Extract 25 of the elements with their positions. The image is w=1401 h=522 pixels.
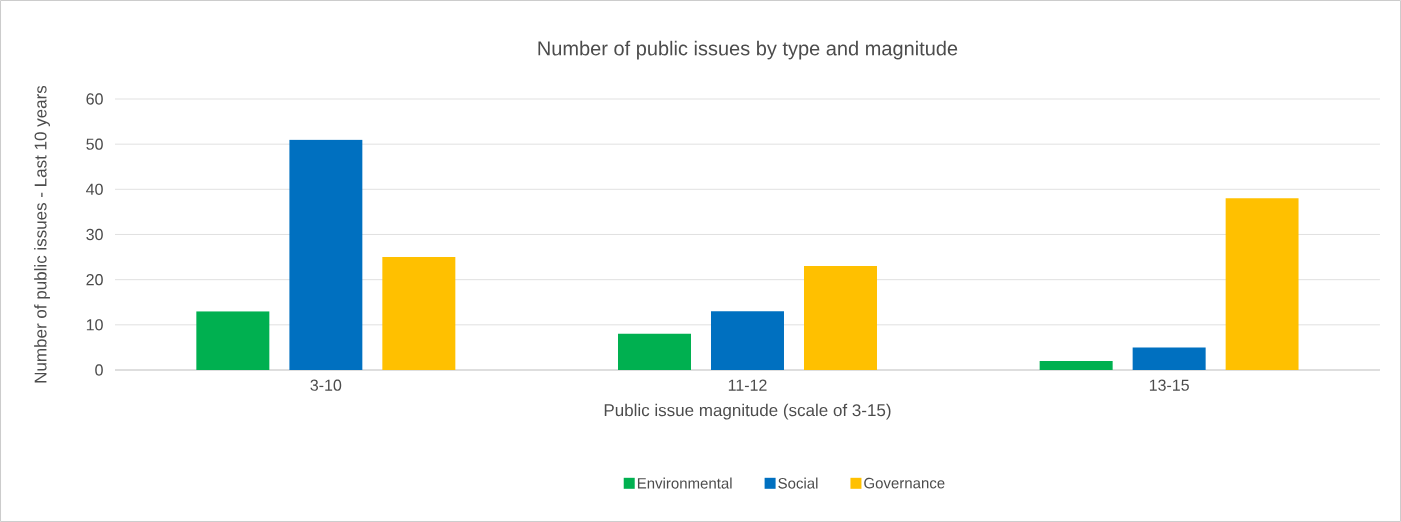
- bar: [803, 266, 877, 370]
- x-tick-label: 3-10: [310, 379, 342, 391]
- bar: [196, 311, 270, 370]
- y-axis-title: Number of public issues - Last 10 years: [34, 85, 50, 383]
- x-tick-label: 11-12: [728, 379, 767, 391]
- legend-label: Environmental: [637, 477, 732, 489]
- bar: [1225, 198, 1299, 370]
- y-tick-label: 50: [86, 138, 103, 150]
- chart-title: Number of public issues by type and magnitude: [538, 40, 958, 60]
- y-tick-label: 0: [95, 364, 103, 376]
- y-tick-label: 40: [86, 183, 103, 195]
- legend-label: Social: [778, 477, 818, 489]
- bar: [711, 311, 784, 370]
- x-axis-title: Public issue magnitude (scale of 3-15): [604, 403, 891, 420]
- legend-label: Governance: [864, 477, 945, 489]
- y-tick-label: 20: [86, 274, 103, 286]
- bar: [1039, 360, 1113, 370]
- bar: [382, 257, 456, 370]
- bar: [1132, 347, 1206, 370]
- bar: [618, 333, 691, 370]
- y-tick-label: 30: [86, 228, 103, 241]
- x-tick-label: 13-15: [1149, 379, 1189, 391]
- y-tick-label: 10: [86, 319, 103, 331]
- bar: [289, 139, 363, 370]
- y-tick-label: 60: [86, 93, 103, 105]
